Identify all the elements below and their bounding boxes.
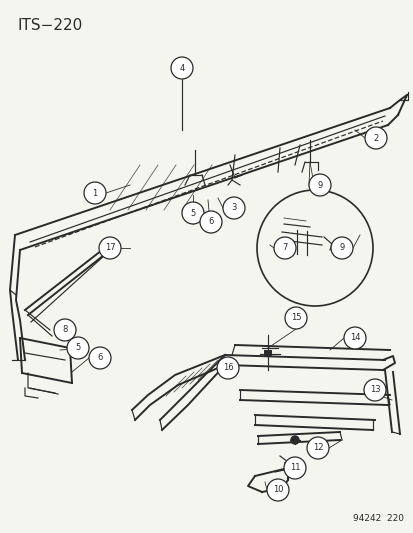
Text: 14: 14 (349, 334, 359, 343)
Circle shape (54, 319, 76, 341)
Text: 16: 16 (222, 364, 233, 373)
Circle shape (343, 327, 365, 349)
Circle shape (67, 337, 89, 359)
Text: 2: 2 (373, 133, 378, 142)
Circle shape (223, 197, 244, 219)
Circle shape (363, 379, 385, 401)
Text: ITS−220: ITS−220 (18, 18, 83, 33)
Text: 94242  220: 94242 220 (352, 514, 403, 523)
Circle shape (306, 437, 328, 459)
Text: 9: 9 (317, 181, 322, 190)
Circle shape (290, 436, 298, 444)
Text: 8: 8 (62, 326, 67, 335)
Circle shape (199, 211, 221, 233)
Text: 3: 3 (231, 204, 236, 213)
Circle shape (266, 479, 288, 501)
Text: 13: 13 (369, 385, 380, 394)
Text: 10: 10 (272, 486, 282, 495)
Circle shape (273, 237, 295, 259)
Circle shape (364, 127, 386, 149)
Circle shape (283, 457, 305, 479)
Circle shape (182, 202, 204, 224)
Text: 6: 6 (97, 353, 102, 362)
Circle shape (99, 237, 121, 259)
Bar (263, 350, 271, 357)
Text: 9: 9 (339, 244, 344, 253)
Circle shape (171, 57, 192, 79)
Circle shape (330, 237, 352, 259)
Text: 4: 4 (179, 63, 184, 72)
Circle shape (216, 357, 238, 379)
Circle shape (308, 174, 330, 196)
Text: 6: 6 (208, 217, 213, 227)
Text: 7: 7 (282, 244, 287, 253)
Text: 12: 12 (312, 443, 323, 453)
Text: 15: 15 (290, 313, 301, 322)
Text: 17: 17 (104, 244, 115, 253)
Text: 1: 1 (92, 189, 97, 198)
Circle shape (84, 182, 106, 204)
Circle shape (284, 307, 306, 329)
Text: 11: 11 (289, 464, 299, 472)
Text: 5: 5 (190, 208, 195, 217)
Circle shape (89, 347, 111, 369)
Text: 5: 5 (75, 343, 81, 352)
